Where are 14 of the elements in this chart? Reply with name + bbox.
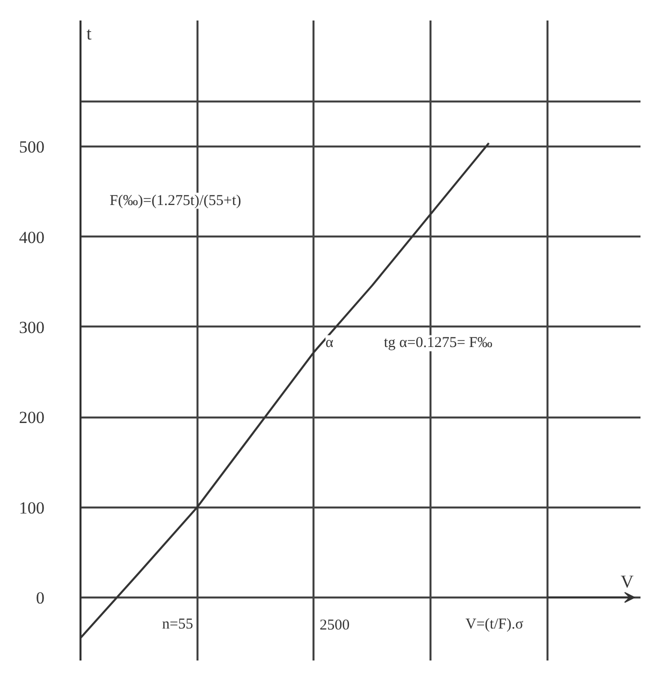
y-tick-label: 400 (19, 228, 44, 247)
annotation: α (326, 335, 334, 352)
y-tick-label: 500 (19, 138, 44, 157)
annotation: F(‰)=(1.275t)/(55+t) (110, 192, 242, 209)
x-axis-title: V (620, 571, 634, 592)
annotation: tg α=0.1275= F‰ (384, 335, 492, 352)
y-tick-label: 100 (19, 498, 44, 518)
annotation: n=55 (162, 616, 194, 632)
y-tick-label: 300 (19, 318, 44, 337)
annotation: V=(t/F).σ (466, 616, 524, 632)
y-tick-label: 0 (36, 588, 44, 608)
y-tick-label: 200 (19, 408, 44, 428)
annotation: 2500 (320, 617, 350, 634)
y-axis-title: t (86, 24, 92, 44)
